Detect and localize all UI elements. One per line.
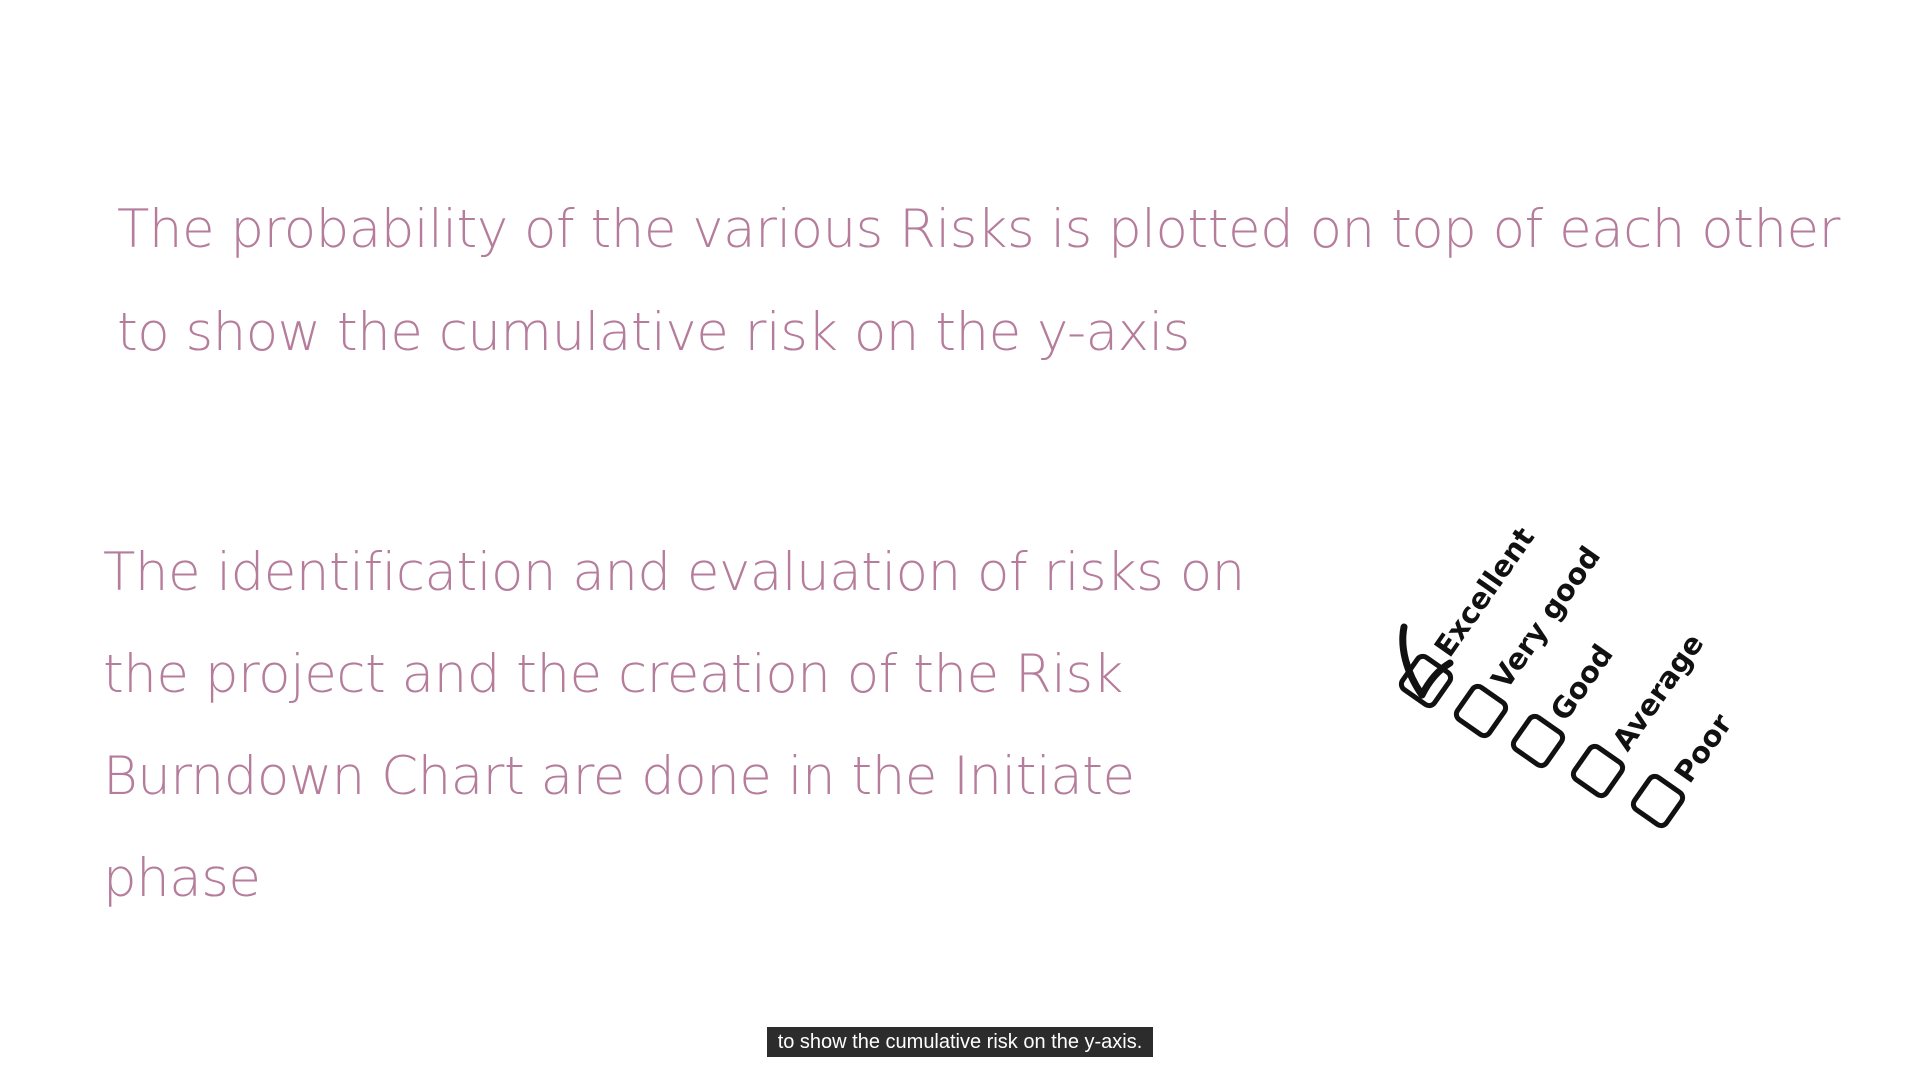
bottom-paragraph-line: Burndown Chart are done in the Initiate [103, 746, 1135, 807]
checkbox-icon [1567, 740, 1629, 802]
rating-item-good: Good [1507, 638, 1620, 775]
checkbox-icon [1450, 680, 1512, 742]
checkbox-icon [1627, 770, 1689, 832]
rating-label-good: Good [1543, 638, 1620, 727]
rating-item-very-good: Very good [1450, 540, 1607, 745]
check-mark-icon [1399, 623, 1454, 699]
subtitle-caption: to show the cumulative risk on the y-axi… [766, 1027, 1154, 1057]
bottom-paragraph-line: The identification and evaluation of ris… [103, 542, 1245, 603]
top-paragraph: The probability of the various Risks is … [117, 178, 1840, 384]
bottom-paragraph-line: the project and the creation of the Risk [103, 644, 1123, 705]
rating-item-average: Average [1567, 627, 1710, 805]
subtitle-bar: to show the cumulative risk on the y-axi… [0, 1027, 1920, 1057]
checkbox-icon [1507, 710, 1569, 772]
bottom-paragraph: The identification and evaluation of ris… [103, 522, 1263, 930]
rating-checklist-graphic: Excellent Very good Good Average Poor [1370, 505, 1770, 865]
rating-label-poor: Poor [1667, 707, 1739, 789]
rating-item-poor: Poor [1627, 708, 1739, 835]
bottom-paragraph-line: phase [103, 848, 261, 909]
top-paragraph-line: The probability of the various Risks is … [117, 199, 1840, 260]
top-paragraph-line: to show the cumulative risk on the y-axi… [117, 302, 1190, 363]
rating-item-excellent: Excellent [1395, 521, 1541, 715]
